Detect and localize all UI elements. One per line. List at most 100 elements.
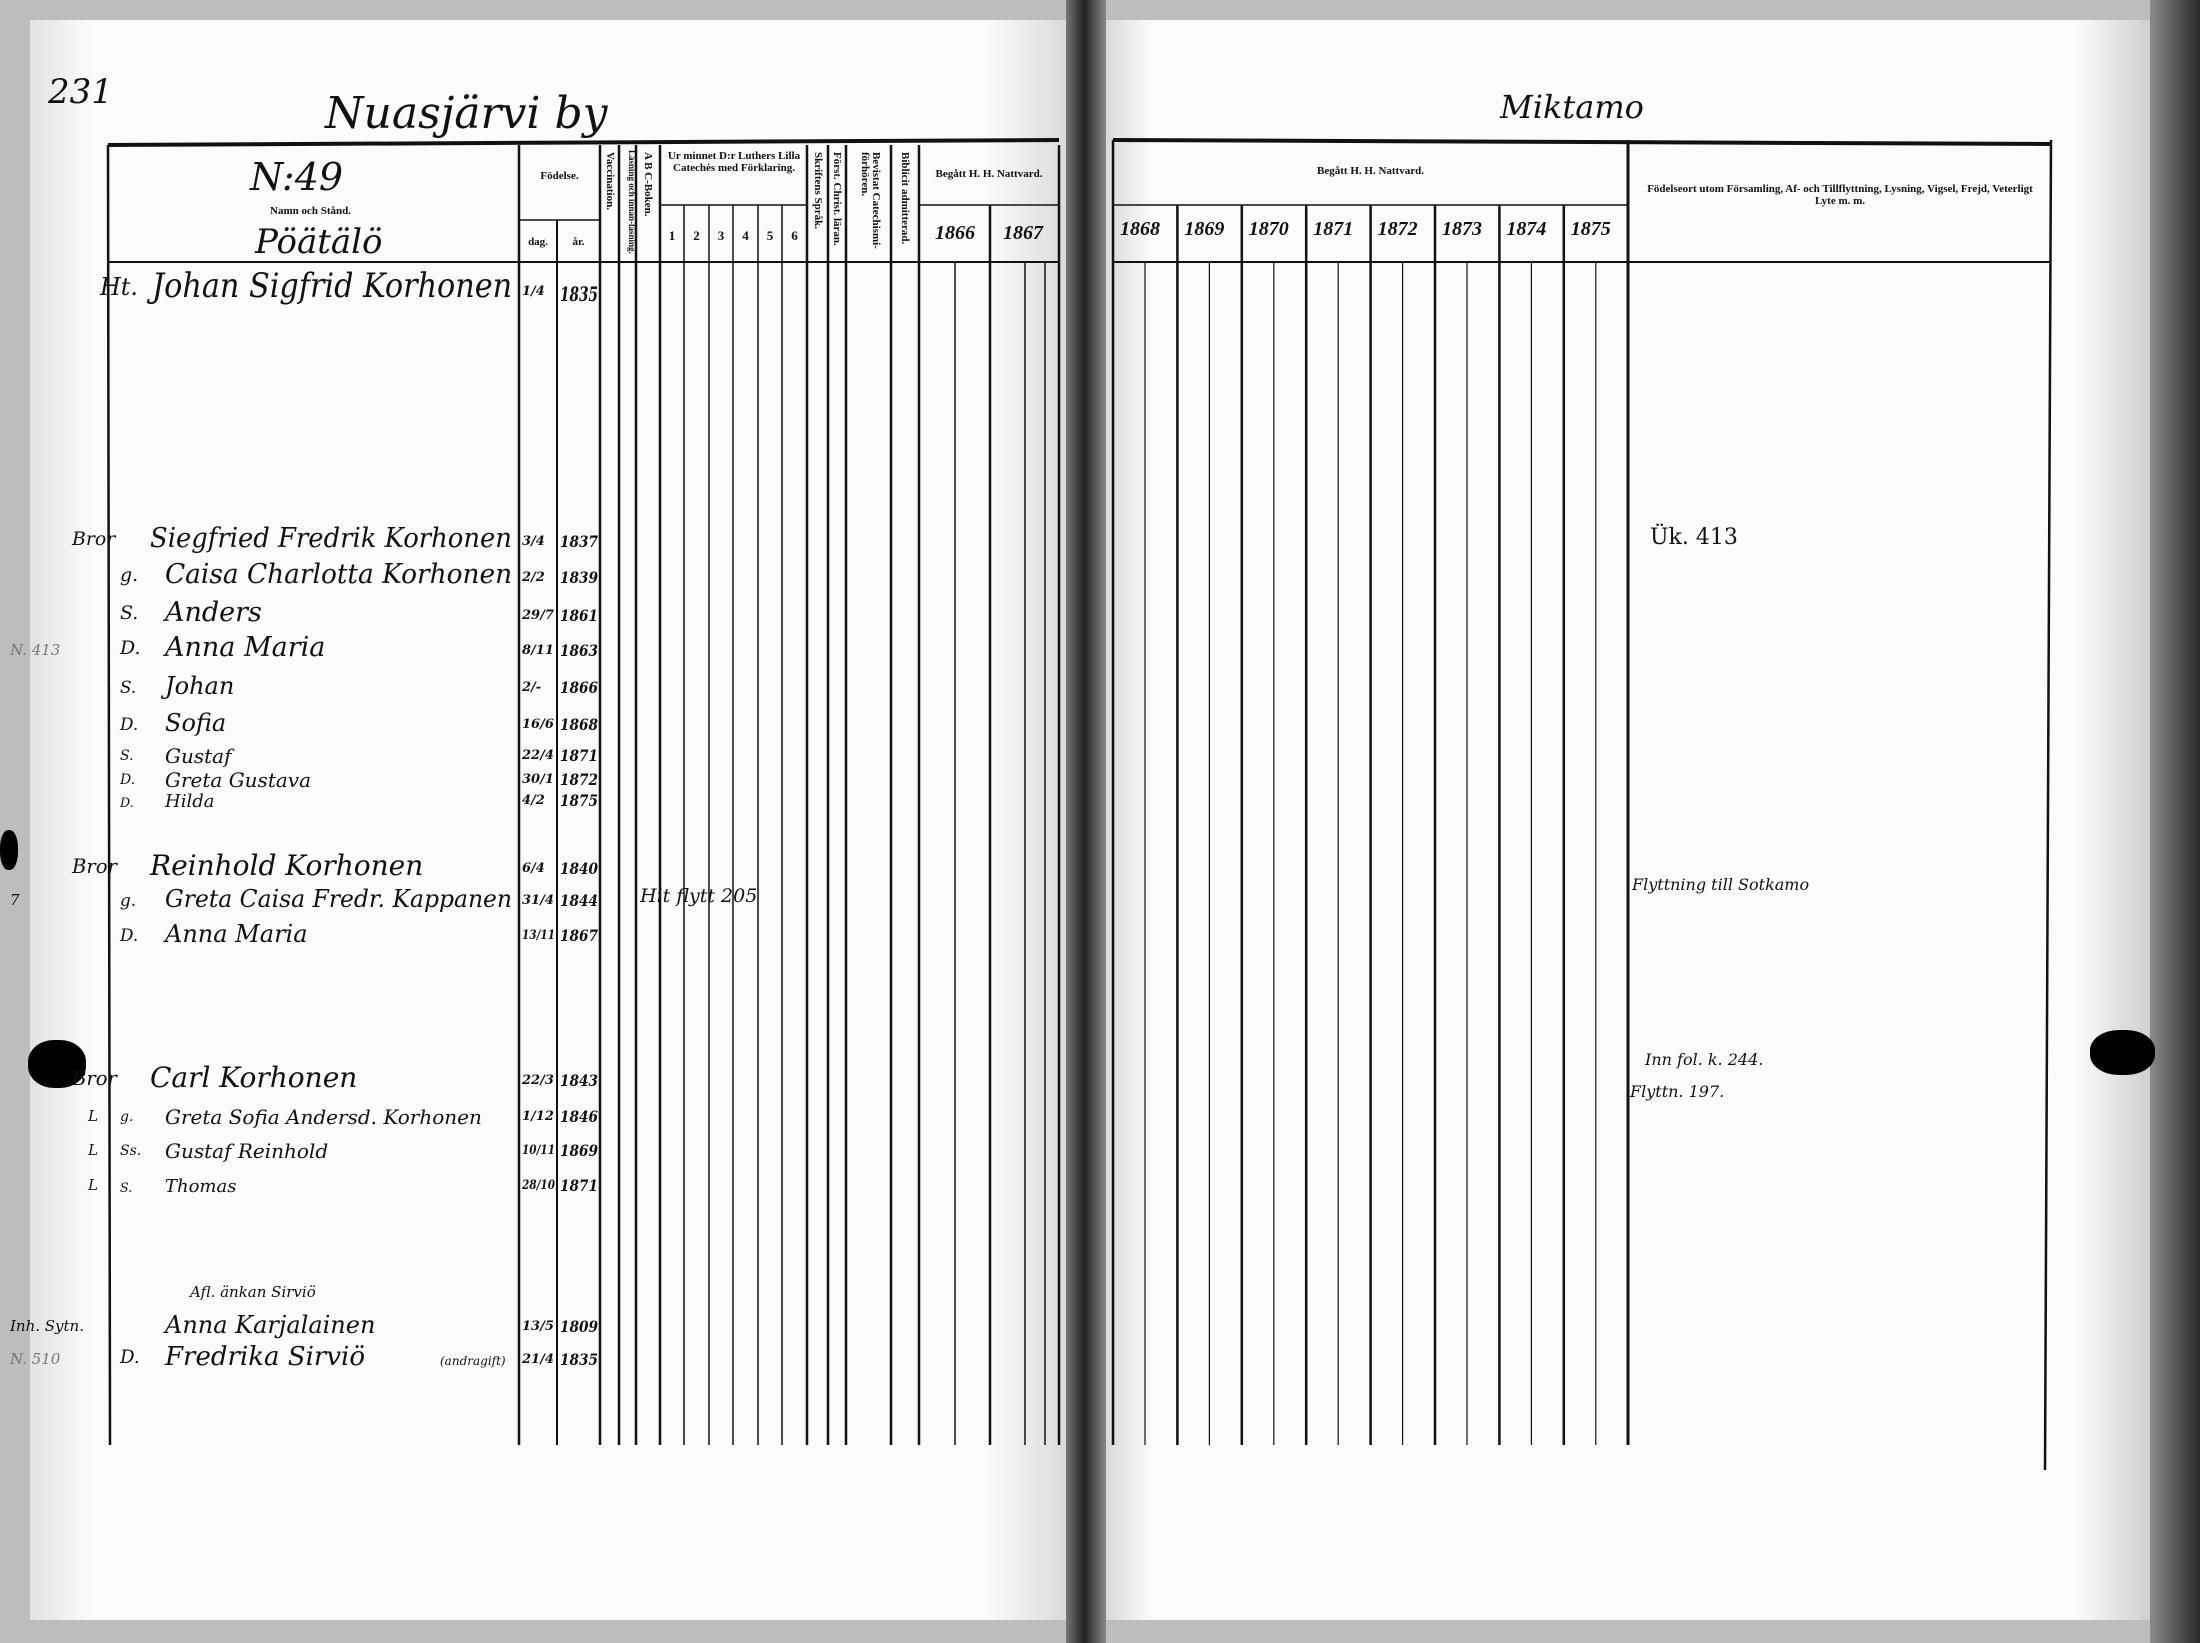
header-christian-doctrine: Först. Christ. läran. — [831, 152, 843, 246]
page-number: 231 — [48, 72, 113, 112]
book-spine — [1066, 0, 1106, 1643]
birth-day: 22/3 — [522, 1073, 554, 1088]
entry-prefix: S. — [120, 602, 139, 625]
birth-day: 16/6 — [522, 717, 554, 732]
entry-prefix: D. — [120, 794, 134, 810]
table-top-rule — [1112, 138, 2052, 146]
header-admitted: Biblicit admitterad. — [899, 152, 911, 245]
entry-prefix: D. — [120, 1347, 140, 1369]
header-birth: Födelse. — [540, 170, 579, 182]
entry-name: Caisa Charlotta Korhonen — [165, 559, 513, 590]
birth-year: 1869 — [560, 1141, 598, 1160]
ink-blot — [2090, 1030, 2155, 1075]
catechism-part-number: 1 — [668, 228, 676, 243]
birth-day: 21/4 — [522, 1352, 554, 1367]
birth-year: 1868 — [560, 715, 598, 734]
birth-year: 1837 — [560, 532, 598, 551]
birth-year: 1861 — [560, 606, 598, 625]
entry-prefix: g. — [120, 1109, 134, 1125]
birth-day: 1/12 — [522, 1109, 554, 1124]
entry-name: Hilda — [165, 791, 215, 812]
entry-name: Anna Karjalainen — [165, 1311, 376, 1339]
header-catechism-hearings: Bevistat Catechismi-förhören. — [859, 152, 882, 249]
entry-name: Carl Korhonen — [150, 1061, 358, 1094]
entry-name: Reinhold Korhonen — [150, 849, 424, 882]
year-1870: 1870 — [1248, 218, 1289, 240]
entry-prefix: D. — [120, 637, 141, 660]
header-scripture: Skriftens Språk. — [812, 152, 824, 230]
header-communion-left: Begått H. H. Nattvard. — [935, 168, 1043, 180]
book-edge — [2150, 0, 2200, 1643]
entry-margin-note: 7 — [10, 891, 20, 909]
birth-year: 1809 — [560, 1317, 598, 1336]
note: Flyttn. 197. — [1630, 1082, 1725, 1101]
entry-annotation: Afl. änkan Sirviö — [190, 1283, 316, 1301]
birth-day: 6/4 — [522, 861, 545, 876]
entry-name: Anna Maria — [165, 632, 326, 663]
birth-day: 13/11 — [522, 928, 555, 943]
entry-margin-note: L — [88, 1176, 98, 1194]
header-day: dag. — [528, 236, 548, 248]
year-1867: 1867 — [1003, 222, 1043, 244]
catechism-part-number: 3 — [717, 228, 725, 243]
entry-suffix: (andragift) — [440, 1354, 506, 1368]
entry-prefix: D. — [120, 772, 136, 788]
entry-name: Greta Caisa Fredr. Kappanen — [165, 885, 513, 913]
entry-name: Gustaf — [165, 744, 232, 768]
birth-day: 3/4 — [522, 534, 545, 549]
birth-day: 2/- — [522, 680, 542, 695]
note: Inn fol. k. 244. — [1645, 1050, 1764, 1069]
header-communion-right: Begått H. H. Nattvard. — [1317, 165, 1424, 177]
entry-prefix: D. — [120, 713, 139, 734]
year-1869: 1869 — [1184, 218, 1225, 240]
catechism-part-number: 5 — [766, 228, 774, 243]
birth-day: 30/1 — [522, 772, 554, 787]
birth-day: 28/10 — [522, 1178, 555, 1193]
ink-blot — [0, 830, 18, 870]
birth-day: 31/4 — [522, 893, 554, 908]
name-column-header: Namn och Stånd. — [270, 205, 351, 217]
entry-prefix: Ss. — [120, 1143, 142, 1159]
entry-name: Sofia — [165, 709, 227, 737]
birth-year: 1839 — [560, 568, 598, 587]
entry-name: Greta Sofia Andersd. Korhonen — [165, 1105, 482, 1129]
birth-year: 1872 — [560, 770, 598, 789]
inline-move-note: Hit flytt 205 — [640, 885, 758, 907]
entry-prefix: Bror — [72, 528, 116, 551]
header-abc-book: A B C-Boken. — [642, 152, 654, 217]
entry-margin-note: N. 413 — [10, 641, 61, 659]
right-village-title: Miktamo — [1500, 88, 1644, 126]
birth-year: 1871 — [560, 746, 598, 765]
birth-day: 13/5 — [522, 1319, 554, 1334]
table-top-rule — [107, 138, 1060, 147]
birth-year: 1840 — [560, 859, 598, 878]
birth-year: 1863 — [560, 641, 598, 660]
birth-year: 1846 — [560, 1107, 598, 1126]
entry-margin-note: N. 510 — [10, 1350, 61, 1368]
header-vaccination: Vaccination. — [604, 152, 616, 210]
entry-name: Siegfried Fredrik Korhonen — [150, 523, 512, 554]
header-notes: Födelseort utom Församling, Af- och Till… — [1647, 183, 2033, 207]
birth-year: 1866 — [560, 678, 598, 697]
entry-name: Anders — [165, 597, 262, 628]
ink-blot — [28, 1040, 86, 1088]
entry-margin-note: L — [88, 1107, 98, 1125]
entry-prefix: S. — [120, 748, 134, 764]
birth-year: 1875 — [560, 791, 598, 810]
entry-prefix: Bror — [72, 854, 117, 878]
birth-day: 4/2 — [522, 793, 545, 808]
catechism-part-number: 4 — [742, 228, 749, 243]
entry-name: Anna Maria — [165, 920, 308, 948]
entry-name: Johan — [165, 672, 235, 700]
catechism-part-number: 2 — [693, 228, 700, 243]
birth-day: 10/11 — [522, 1143, 555, 1158]
header-year: år. — [572, 236, 585, 248]
birth-day: 2/2 — [522, 570, 545, 585]
entry-prefix: Bror — [72, 1066, 117, 1090]
farm-name: Pöätälö — [255, 222, 383, 262]
year-1871: 1871 — [1313, 218, 1354, 240]
birth-year: 1844 — [560, 891, 598, 910]
year-1875: 1875 — [1570, 218, 1611, 240]
right-page — [1100, 20, 2150, 1620]
